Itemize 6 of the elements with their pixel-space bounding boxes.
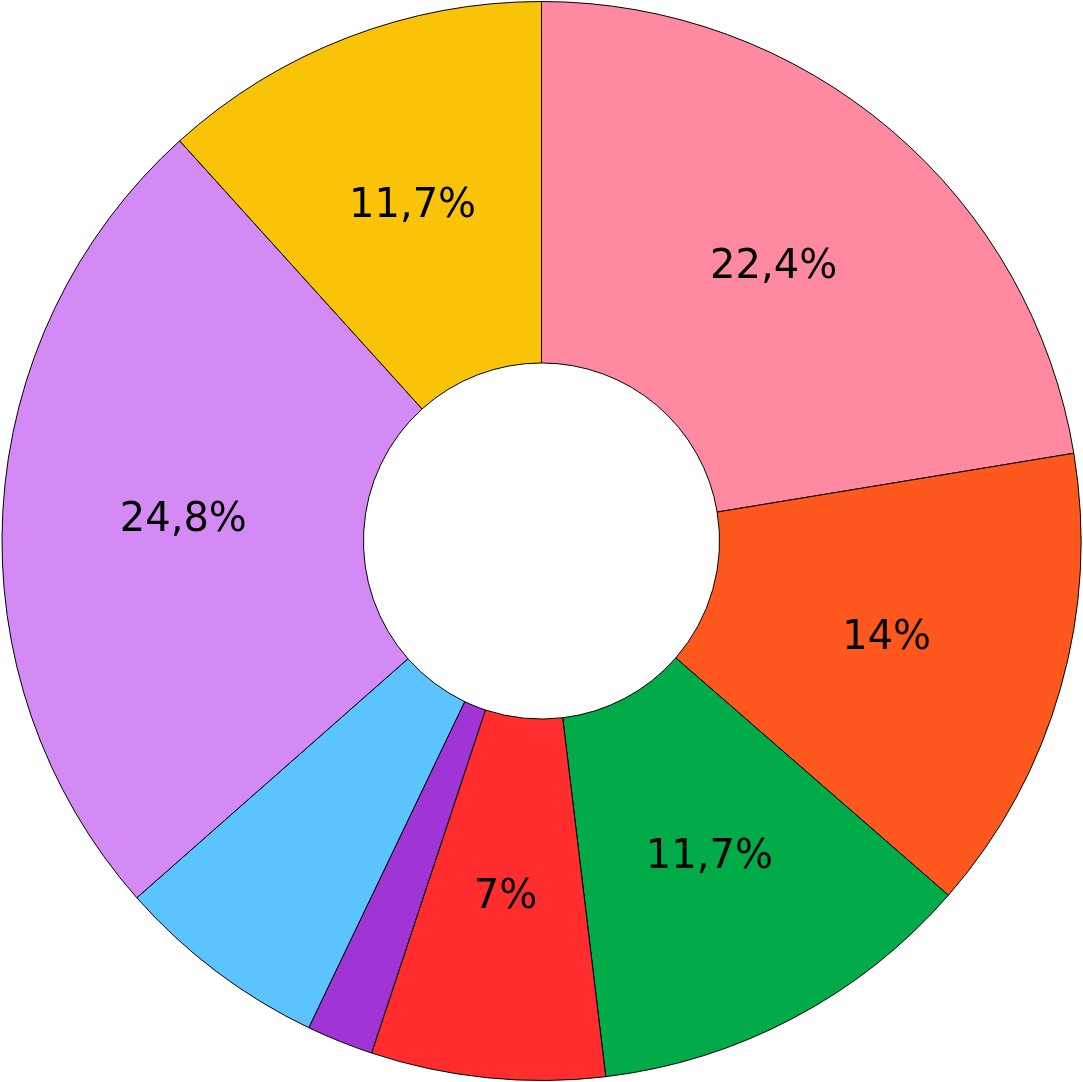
- data-label: 14%: [842, 612, 932, 659]
- data-label: 24,8%: [119, 494, 247, 541]
- data-label: 22,4%: [710, 240, 838, 287]
- data-label: 11,7%: [645, 831, 773, 878]
- data-label: 7%: [473, 871, 538, 918]
- data-label: 11,7%: [349, 179, 477, 226]
